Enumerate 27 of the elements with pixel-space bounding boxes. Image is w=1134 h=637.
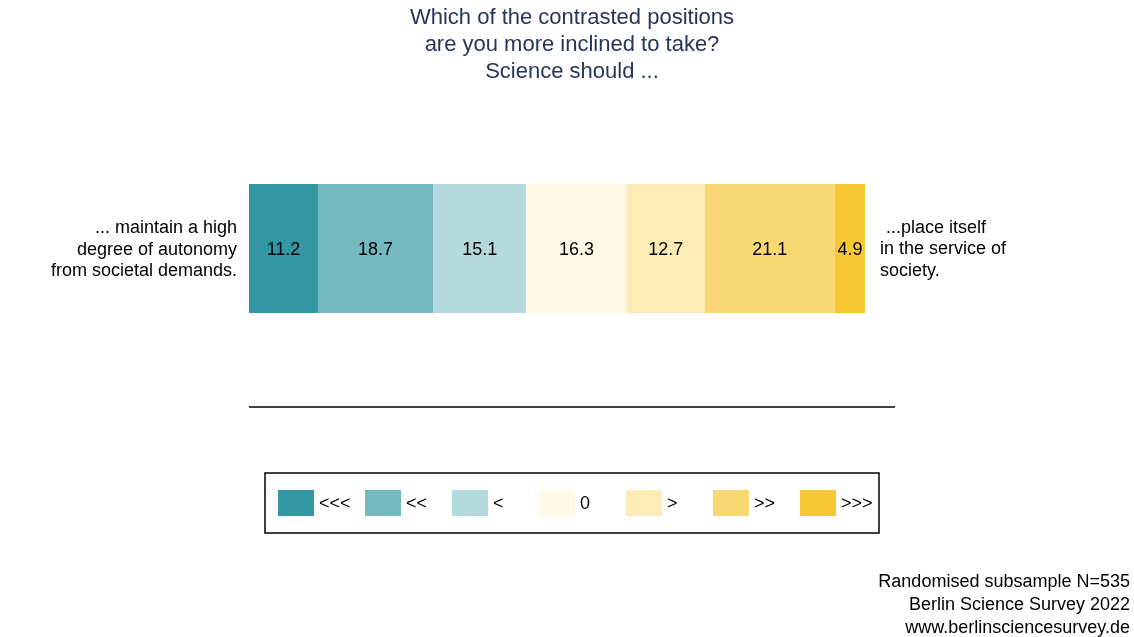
bar [433,184,527,313]
text: Berlin Science Survey 2022 [908,594,1130,614]
legend-label: >> [754,493,776,514]
text: www.berlinsciencesurvey.de [904,617,1130,637]
text: Randomised subsample N=535 [878,571,1130,591]
bar [834,184,865,313]
bar [626,184,705,313]
bar [317,184,434,313]
legend-label: << [406,493,428,514]
legend-label: <<< [319,493,351,514]
bar [249,184,318,313]
y-tick-label: ... maintain a high degree of autonomy from societal demands. [50,217,237,281]
legend-label: < [493,493,504,514]
data-label: 4.9 [837,238,863,259]
bar [704,184,835,313]
data-label: 15.1 [462,238,498,259]
legend-label: >>> [841,493,873,514]
data-label: 12.7 [648,238,684,259]
data-label: 11.2 [266,238,301,259]
data-label: 16.3 [558,238,594,259]
legend-label: 0 [580,493,591,514]
bar [526,184,627,313]
data-label: 18.7 [358,238,394,259]
legend-label: > [667,493,678,514]
y2-axis-title: ...place itself in the service of society. [880,216,1008,280]
chart-title: Which of the contrasted positions are you more inclined to take? Science should ... [409,4,735,83]
data-label: 21.1 [752,238,788,259]
